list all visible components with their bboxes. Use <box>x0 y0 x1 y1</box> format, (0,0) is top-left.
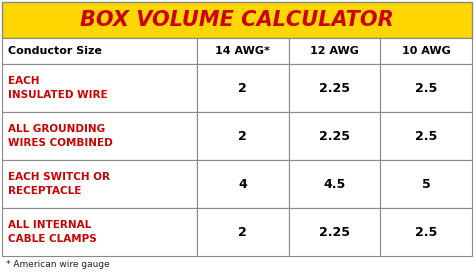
Text: 2: 2 <box>238 225 247 238</box>
Bar <box>380 160 472 208</box>
Bar <box>289 160 380 208</box>
Bar <box>197 38 289 64</box>
Bar <box>289 38 380 64</box>
Text: 2: 2 <box>238 81 247 94</box>
Text: 2: 2 <box>238 129 247 142</box>
Text: 14 AWG*: 14 AWG* <box>216 46 270 56</box>
Bar <box>380 38 472 64</box>
Text: Conductor Size: Conductor Size <box>8 46 102 56</box>
Bar <box>197 160 289 208</box>
Text: 2.5: 2.5 <box>415 225 438 238</box>
Text: 2.25: 2.25 <box>319 81 350 94</box>
Text: 2.5: 2.5 <box>415 129 438 142</box>
Text: 4.5: 4.5 <box>323 177 346 190</box>
Bar <box>289 112 380 160</box>
Text: BOX VOLUME CALCULATOR: BOX VOLUME CALCULATOR <box>80 10 394 30</box>
Text: 5: 5 <box>422 177 430 190</box>
Text: * American wire gauge: * American wire gauge <box>6 260 110 269</box>
Text: EACH SWITCH OR
RECEPTACLE: EACH SWITCH OR RECEPTACLE <box>8 172 110 196</box>
Bar <box>197 112 289 160</box>
Bar <box>2 38 197 64</box>
Bar <box>289 64 380 112</box>
Bar <box>289 208 380 256</box>
Bar <box>2 160 197 208</box>
Bar <box>380 208 472 256</box>
Bar <box>2 112 197 160</box>
Text: 2.25: 2.25 <box>319 225 350 238</box>
Bar <box>380 112 472 160</box>
Bar <box>197 208 289 256</box>
Text: ALL INTERNAL
CABLE CLAMPS: ALL INTERNAL CABLE CLAMPS <box>8 221 97 244</box>
Bar <box>197 64 289 112</box>
Bar <box>2 64 197 112</box>
Bar <box>2 2 472 38</box>
Bar <box>2 208 197 256</box>
Text: ALL GROUNDING
WIRES COMBINED: ALL GROUNDING WIRES COMBINED <box>8 124 113 148</box>
Text: 2.5: 2.5 <box>415 81 438 94</box>
Bar <box>380 64 472 112</box>
Text: EACH
INSULATED WIRE: EACH INSULATED WIRE <box>8 76 108 100</box>
Text: 10 AWG: 10 AWG <box>402 46 451 56</box>
Text: 4: 4 <box>238 177 247 190</box>
Text: 2.25: 2.25 <box>319 129 350 142</box>
Text: 12 AWG: 12 AWG <box>310 46 359 56</box>
